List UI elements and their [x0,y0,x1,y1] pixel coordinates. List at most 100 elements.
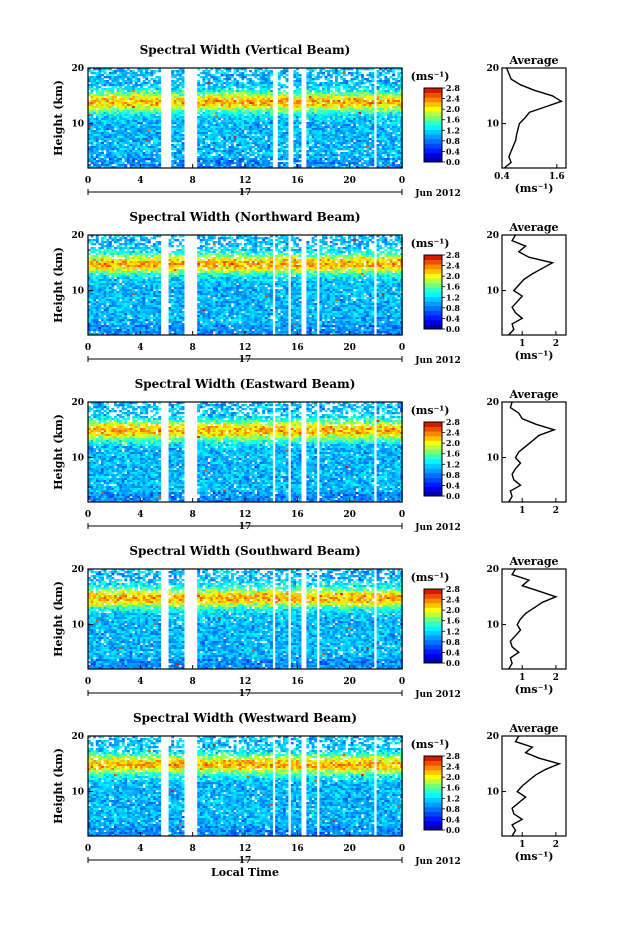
heatmap-cell [130,86,133,88]
heatmap-cell [356,116,359,118]
heatmap-cell [317,106,320,108]
heatmap-cell [356,132,359,134]
heatmap-cell [306,76,309,78]
heatmap-cell [379,152,382,154]
heatmap-cell [280,84,283,86]
heatmap-cell [319,94,322,96]
heatmap-cell [257,128,260,130]
heatmap-cell [395,112,398,114]
heatmap-cell [345,128,348,130]
heatmap-cell [106,239,109,241]
heatmap-cell [397,136,400,138]
heatmap-cell [228,164,231,166]
heatmap-cell [244,120,247,122]
heatmap-cell [280,140,283,142]
heatmap-cell [197,80,200,82]
heatmap-cell [98,253,101,255]
heatmap-cell [221,122,224,124]
heatmap-cell [208,70,211,72]
heatmap-cell [101,241,104,243]
heatmap-cell [239,84,242,86]
heatmap-cell [306,144,309,146]
heatmap-cell [104,265,107,267]
heatmap-cell [213,130,216,132]
heatmap-cell [296,140,299,142]
heatmap-cell [210,96,213,98]
heatmap-cell [179,70,182,72]
heatmap-cell [205,136,208,138]
heatmap-cell [104,245,107,247]
heatmap-cell [143,146,146,148]
heatmap-cell [249,154,252,156]
heatmap-cell [314,138,317,140]
heatmap-cell [241,150,244,152]
heatmap-cell [278,78,281,80]
heatmap-cell [330,116,333,118]
heatmap-cell [241,154,244,156]
heatmap-cell [325,116,328,118]
heatmap-cell [221,150,224,152]
heatmap-cell [395,116,398,118]
heatmap-cell [153,160,156,162]
heatmap-cell [366,152,369,154]
heatmap-cell [200,146,203,148]
heatmap-cell [117,130,120,132]
heatmap-cell [356,128,359,130]
heatmap-cell [241,72,244,74]
heatmap-cell [231,152,234,154]
heatmap-cell [345,164,348,166]
heatmap-cell [335,144,338,146]
heatmap-cell [270,128,273,130]
heatmap-cell [221,94,224,96]
heatmap-cell [143,116,146,118]
heatmap-cell [114,134,117,136]
heatmap-cell [348,86,351,88]
heatmap-cell [366,156,369,158]
heatmap-cell [109,164,112,166]
heatmap-cell [348,146,351,148]
heatmap-cell [314,114,317,116]
heatmap-cell [150,152,153,154]
heatmap-cell [241,122,244,124]
heatmap-cell [325,120,328,122]
heatmap-cell [98,144,101,146]
heatmap-cell [140,112,143,114]
heatmap-cell [96,241,99,243]
heatmap-cell [270,162,273,164]
heatmap-cell [236,88,239,90]
heatmap-cell [236,138,239,140]
heatmap-cell [176,104,179,106]
heatmap-cell [252,90,255,92]
heatmap-cell [327,100,330,102]
heatmap-cell [335,158,338,160]
heatmap-cell [231,96,234,98]
heatmap-cell [387,114,390,116]
heatmap-cell [384,92,387,94]
heatmap-cell [223,148,226,150]
heatmap-cell [340,152,343,154]
heatmap-cell [371,96,374,98]
heatmap-cell [153,146,156,148]
heatmap-cell [306,140,309,142]
heatmap-cell [231,160,234,162]
heatmap-cell [127,118,130,120]
heatmap-cell [197,108,200,110]
heatmap-cell [335,160,338,162]
heatmap-cell [182,154,185,156]
heatmap-cell [200,104,203,106]
heatmap-cell [150,102,153,104]
heatmap-cell [145,140,148,142]
heatmap-cell [260,134,263,136]
heatmap-cell [317,104,320,106]
heatmap-cell [267,110,270,112]
heatmap-cell [98,265,101,267]
heatmap-cell [343,152,346,154]
heatmap-cell [392,164,395,166]
heatmap-cell [158,142,161,144]
heatmap-cell [150,164,153,166]
heatmap-cell [296,74,299,76]
heatmap-cell [330,118,333,120]
heatmap-cell [158,112,161,114]
heatmap-cell [348,94,351,96]
heatmap-cell [369,126,372,128]
